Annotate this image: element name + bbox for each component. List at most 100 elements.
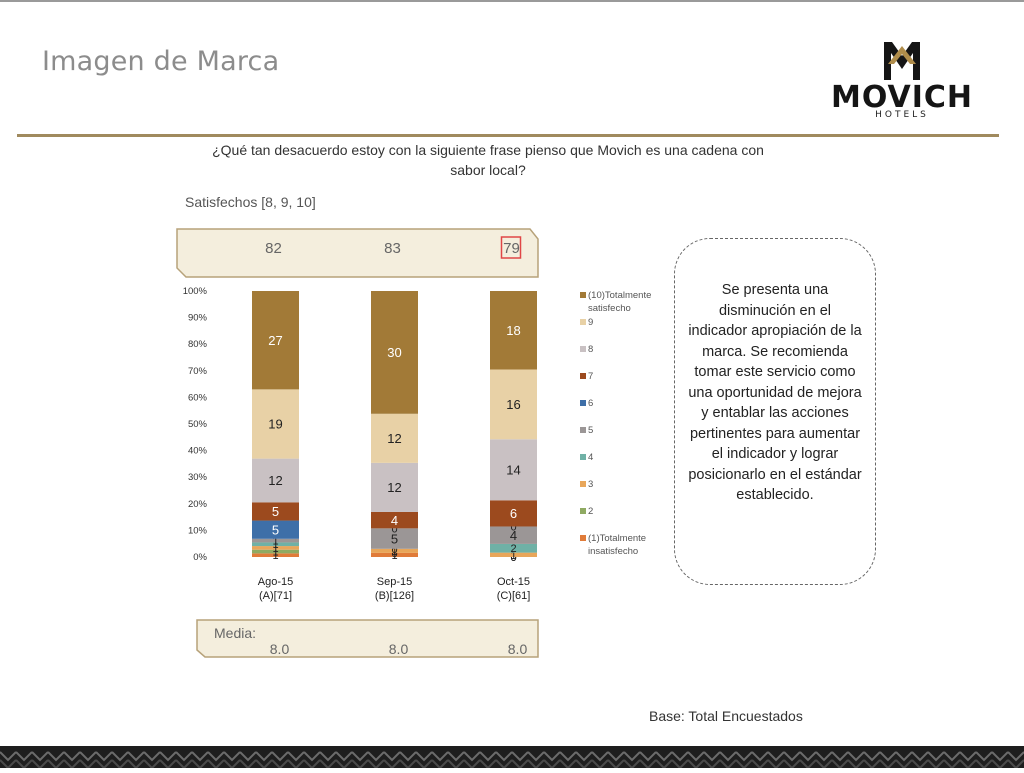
legend-swatch — [580, 292, 586, 298]
legend-swatch — [580, 454, 586, 460]
x-category-sublabel: (B)[126] — [375, 590, 414, 602]
y-tick-label: 0% — [193, 552, 207, 563]
bar-segment — [252, 458, 299, 503]
bar-segment — [252, 546, 299, 550]
legend-swatch — [580, 481, 586, 487]
y-tick-label: 70% — [188, 366, 208, 377]
bar-segment — [371, 462, 418, 512]
bar-data-label: 16 — [506, 397, 520, 412]
base-note: Base: Total Encuestados — [649, 708, 803, 724]
bar-segment — [371, 552, 418, 557]
bar-segment — [490, 439, 537, 501]
legend-label: 5 — [588, 425, 593, 436]
legend-label: 3 — [588, 479, 593, 490]
legend-swatch — [580, 508, 586, 514]
legend-swatch — [580, 400, 586, 406]
bar-segment — [371, 413, 418, 463]
media-box — [196, 619, 539, 658]
bar-segment — [371, 511, 418, 529]
bar-data-label: 0 — [510, 552, 516, 564]
media-value: 8.0 — [389, 641, 409, 657]
media-value: 8.0 — [270, 641, 290, 657]
bar-data-label: 1 — [391, 546, 397, 558]
bar-segment — [371, 548, 418, 553]
bar-data-label: 12 — [387, 480, 401, 495]
legend-swatch — [580, 535, 586, 541]
bar-data-label: 4 — [391, 513, 398, 528]
legend-label: (1)Totalmente insatisfecho — [588, 533, 646, 557]
bar-data-label: 1 — [510, 550, 516, 562]
bar-segment — [371, 528, 418, 549]
y-tick-label: 90% — [188, 313, 208, 324]
satisfied-value: 79 — [503, 240, 520, 257]
legend-label: 8 — [588, 344, 593, 355]
satisfied-highlight-box — [500, 236, 522, 259]
bar-segment — [252, 542, 299, 547]
satisfied-box — [176, 228, 539, 278]
bar-segment — [490, 526, 537, 544]
bar-segment — [252, 502, 299, 521]
survey-question: ¿Qué tan desacuerdo estoy con la siguien… — [212, 142, 764, 178]
bar-data-label: 1 — [391, 550, 397, 562]
y-tick-label: 100% — [183, 286, 208, 297]
y-tick-label: 50% — [188, 419, 208, 430]
logo-subtitle: HOTELS — [875, 110, 929, 120]
movich-monogram-icon — [884, 42, 920, 80]
bar-segment — [371, 291, 418, 414]
x-category-label: Oct-15 — [497, 576, 530, 588]
bar-segment — [490, 500, 537, 527]
bar-data-label: 1 — [272, 546, 278, 558]
legend-swatch — [580, 319, 586, 325]
bar-segment — [252, 538, 299, 543]
bar-data-label: 18 — [506, 323, 520, 338]
bar-data-label: 0 — [510, 521, 516, 533]
bar-data-label: 6 — [510, 506, 517, 521]
bar-data-label: 1 — [272, 543, 278, 555]
satisfied-value: 83 — [384, 240, 401, 257]
x-category-sublabel: (A)[71] — [259, 590, 292, 602]
bar-data-label: 1 — [272, 536, 278, 548]
bar-data-label: 5 — [272, 522, 279, 537]
bar-segment — [252, 549, 299, 554]
bar-segment — [490, 291, 537, 370]
legend-label: (10)Totalmente satisfecho — [588, 290, 651, 314]
x-category-label: Sep-15 — [377, 576, 412, 588]
header-rule — [17, 134, 999, 137]
bar-data-label: 12 — [268, 473, 282, 488]
legend-label: 2 — [588, 506, 593, 517]
bar-segment — [252, 520, 299, 539]
bar-segment — [252, 389, 299, 459]
logo-wordmark: MOVICH — [830, 80, 974, 115]
bar-data-label: 0 — [391, 548, 397, 560]
legend-swatch — [580, 346, 586, 352]
bar-data-label: 30 — [387, 345, 401, 360]
callout-text: Se presenta una disminución en el indica… — [688, 282, 862, 503]
media-label: Media: — [214, 625, 257, 641]
bar-data-label: 1 — [272, 539, 278, 551]
bar-data-label: 14 — [506, 462, 520, 477]
legend-label: 6 — [588, 398, 593, 409]
y-tick-label: 80% — [188, 339, 208, 350]
legend-label: 4 — [588, 452, 593, 463]
bar-data-label: 0 — [391, 523, 397, 535]
bar-data-label: 19 — [268, 417, 282, 432]
bar-data-label: 1 — [272, 550, 278, 562]
bar-segment — [252, 291, 299, 390]
x-category-label: Ago-15 — [258, 576, 293, 588]
bar-data-label: 2 — [510, 543, 516, 555]
legend-label: 7 — [588, 371, 593, 382]
satisfied-label: Satisfechos [8, 9, 10] — [185, 194, 316, 210]
bar-data-label: 12 — [387, 431, 401, 446]
legend-label: 9 — [588, 317, 593, 328]
y-tick-label: 10% — [188, 525, 208, 536]
satisfied-value: 82 — [265, 240, 282, 257]
bar-segment — [490, 552, 537, 557]
legend-swatch — [580, 427, 586, 433]
y-tick-label: 40% — [188, 446, 208, 457]
page-title: Imagen de Marca — [42, 46, 280, 77]
bar-data-label: 5 — [391, 531, 398, 546]
bar-data-label: 4 — [510, 528, 517, 543]
bar-data-label: 0 — [391, 544, 397, 556]
bar-segment — [490, 369, 537, 440]
